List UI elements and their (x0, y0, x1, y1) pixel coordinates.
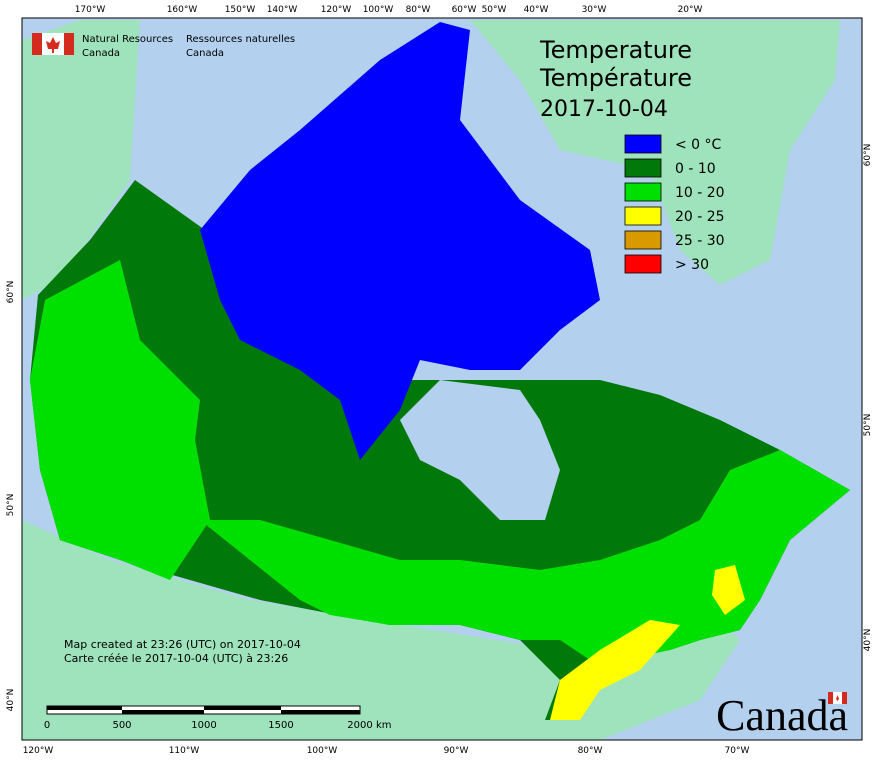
scale-bar (46, 705, 361, 715)
graticule-right: 50°N (863, 414, 873, 437)
nb-hot (712, 565, 745, 615)
date: 2017-10-04 (540, 97, 668, 122)
graticule-top: 140°W (267, 5, 298, 15)
graticule-bottom: 90°W (444, 746, 469, 756)
graticule-left: 60°N (6, 281, 16, 304)
legend-swatch (624, 206, 662, 226)
graticule-bottom: 110°W (169, 746, 200, 756)
flag (32, 33, 74, 55)
agency-en: Canada (82, 48, 120, 59)
agency-fr: Canada (186, 48, 224, 59)
scale-label: 0 (44, 720, 50, 731)
graticule-bottom: 100°W (307, 746, 338, 756)
graticule-top: 60°W (452, 5, 477, 15)
scale-label: 2000 (347, 720, 372, 731)
graticule-bottom: 70°W (725, 746, 750, 756)
graticule-top: 40°W (524, 5, 549, 15)
legend-label: 20 - 25 (675, 209, 725, 225)
ontario-hot (550, 620, 680, 720)
graticule-top: 80°W (406, 5, 431, 15)
graticule-left: 50°N (6, 494, 16, 517)
agency-en: Natural Resources (82, 34, 173, 45)
graticule-top: 20°W (678, 5, 703, 15)
legend-swatch (624, 230, 662, 250)
graticule-top: 100°W (363, 5, 394, 15)
graticule-top: 30°W (582, 5, 607, 15)
legend-swatch (624, 254, 662, 274)
graticule-top: 120°W (321, 5, 352, 15)
scale-label: 500 (112, 720, 131, 731)
frame (21, 17, 863, 741)
legend-label: > 30 (675, 257, 709, 273)
legend-label: < 0 °C (675, 137, 722, 153)
title: Temperature (539, 36, 692, 64)
hudson-bay (400, 380, 560, 520)
graticule-bottom: 120°W (23, 746, 54, 756)
scale-label: 1500 (268, 720, 293, 731)
credit: Carte créée le 2017-10-04 (UTC) à 23:26 (64, 652, 288, 665)
wordmark: Canada (716, 691, 848, 740)
graticule-top: 50°W (482, 5, 507, 15)
title: Température (539, 64, 692, 92)
graticule-left: 40°N (6, 689, 16, 712)
graticule-bottom: 80°W (578, 746, 603, 756)
alaska (22, 20, 140, 300)
graticule-top: 160°W (167, 5, 198, 15)
graticule-right: 40°N (863, 629, 873, 652)
legend-swatch (624, 158, 662, 178)
graticule-top: 170°W (75, 5, 106, 15)
graticule-right: 60°N (863, 144, 873, 167)
scale-unit: km (376, 720, 392, 731)
legend-label: 25 - 30 (675, 233, 725, 249)
west-warm (30, 260, 210, 580)
legend-swatch (624, 134, 662, 154)
legend-label: 10 - 20 (675, 185, 725, 201)
legend-swatch (624, 182, 662, 202)
arctic-cold (200, 22, 600, 460)
credit: Map created at 23:26 (UTC) on 2017-10-04 (64, 638, 301, 651)
legend: < 0 °C 0 - 10 10 - 20 20 - 25 25 - 30 > 30 (624, 134, 725, 274)
agency-fr: Ressources naturelles (186, 34, 295, 45)
wordmark-flag (828, 692, 847, 704)
scale-label: 1000 (191, 720, 216, 731)
legend-label: 0 - 10 (675, 161, 716, 177)
graticule-top: 150°W (225, 5, 256, 15)
south-warm (200, 450, 850, 660)
